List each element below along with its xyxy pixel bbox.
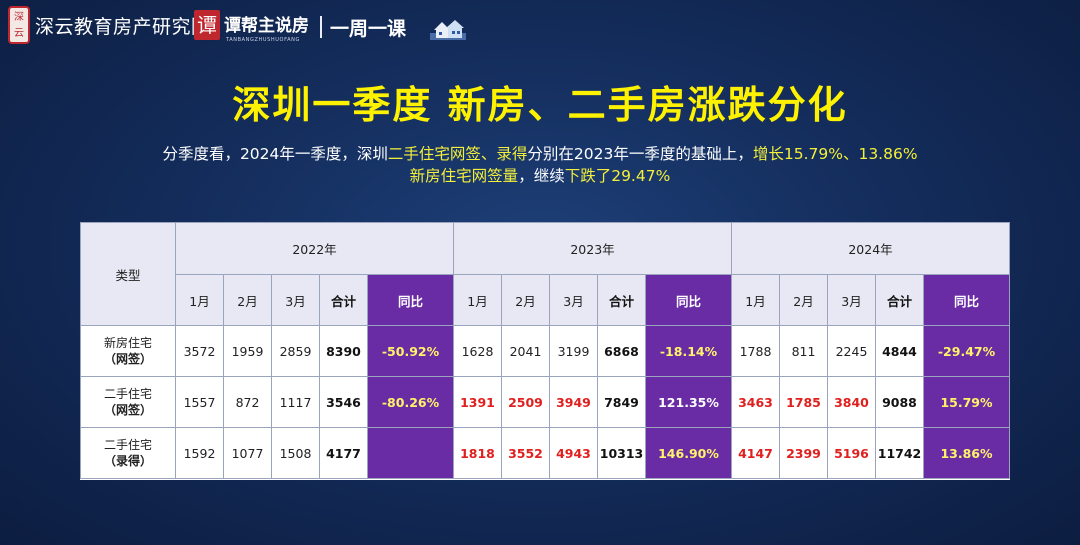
table-row: 新房住宅 （网签） 3572 1959 2859 8390 -50.92% 162…	[80, 325, 1010, 377]
house-icon	[430, 20, 466, 40]
row-label-sub: （网签）	[103, 352, 152, 366]
yoy-cell: -50.92%	[367, 325, 454, 377]
month-header: 2月	[501, 274, 550, 326]
table-cell: 2245	[827, 325, 876, 377]
total-cell: 9088	[875, 376, 924, 428]
yoy-header: 同比	[645, 274, 732, 326]
yoy-header: 同比	[923, 274, 1010, 326]
table-cell: 2509	[501, 376, 550, 428]
row-label-main: 二手住宅	[103, 438, 152, 452]
table-cell: 811	[779, 325, 828, 377]
table-cell: 3949	[549, 376, 598, 428]
row-label: 二手住宅 （录得）	[80, 427, 176, 479]
month-header: 1月	[731, 274, 780, 326]
table-cell: 2041	[501, 325, 550, 377]
total-header: 合计	[597, 274, 646, 326]
row-label-sub: （网签）	[103, 403, 152, 417]
yoy-cell: 13.86%	[923, 427, 1010, 479]
month-header-row: 1月 2月 3月 合计 同比 1月 2月 3月 合计 同比 1月 2月 3月 合…	[81, 274, 1010, 326]
total-cell: 3546	[319, 376, 368, 428]
month-header: 3月	[271, 274, 320, 326]
yoy-cell: -18.14%	[645, 325, 732, 377]
row-label-sub: （录得）	[103, 454, 152, 468]
table-cell: 1959	[223, 325, 272, 377]
housing-data-table: 类型 2022年 2023年 2024年 1月 2月 3月 合计 同比 1月 2…	[80, 222, 1010, 479]
table-cell: 3552	[501, 427, 550, 479]
total-cell: 4844	[875, 325, 924, 377]
table-cell: 3463	[731, 376, 780, 428]
table-cell: 1557	[175, 376, 224, 428]
yoy-cell: 15.79%	[923, 376, 1010, 428]
total-header: 合计	[319, 274, 368, 326]
month-header: 2月	[779, 274, 828, 326]
total-cell: 7849	[597, 376, 646, 428]
row-label: 新房住宅 （网签）	[80, 325, 176, 377]
year-header: 2024年	[731, 222, 1010, 275]
row-label-main: 二手住宅	[103, 387, 152, 401]
table-cell: 1592	[175, 427, 224, 479]
yoy-cell: -80.26%	[367, 376, 454, 428]
subtitle-highlight: 下跌了29.47%	[564, 167, 671, 185]
table-cell: 1785	[779, 376, 828, 428]
subtitle-highlight: 新房住宅网签量	[409, 167, 519, 185]
series-name: 一周一课	[330, 18, 407, 40]
year-header: 2022年	[175, 222, 454, 275]
subtitle-text: ，继续	[518, 167, 565, 185]
table-row: 二手住宅 （录得） 1592 1077 1508 4177 1818 3552 4…	[80, 427, 1010, 479]
total-cell: 8390	[319, 325, 368, 377]
table-cell: 3840	[827, 376, 876, 428]
table-cell: 1117	[271, 376, 320, 428]
page-title: 深圳一季度 新房、二手房涨跌分化	[232, 83, 848, 127]
table-row: 二手住宅 （网签） 1557 872 1117 3546 -80.26% 1391…	[80, 376, 1010, 428]
month-header: 1月	[175, 274, 224, 326]
subtitle-line-2: 新房住宅网签量，继续下跌了29.47%	[0, 164, 1080, 186]
table-cell: 4147	[731, 427, 780, 479]
yoy-cell: 121.35%	[645, 376, 732, 428]
total-header: 合计	[875, 274, 924, 326]
total-cell: 6868	[597, 325, 646, 377]
table-cell: 2399	[779, 427, 828, 479]
yoy-header: 同比	[367, 274, 454, 326]
table-cell: 1818	[453, 427, 502, 479]
table-cell: 1628	[453, 325, 502, 377]
table-cell: 2859	[271, 325, 320, 377]
total-cell: 10313	[597, 427, 646, 479]
table-cell: 872	[223, 376, 272, 428]
seal-logo: 深云	[8, 6, 30, 44]
row-label-main: 新房住宅	[103, 336, 152, 350]
month-header: 2月	[223, 274, 272, 326]
month-header: 1月	[453, 274, 502, 326]
table-cell: 1391	[453, 376, 502, 428]
total-cell: 11742	[875, 427, 924, 479]
data-table-container: 类型 2022年 2023年 2024年 1月 2月 3月 合计 同比 1月 2…	[80, 222, 1010, 480]
table-cell: 4943	[549, 427, 598, 479]
subtitle-line-1: 分季度看，2024年一季度，深圳二手住宅网签、录得分别在2023年一季度的基础上…	[0, 142, 1080, 164]
table-cell: 3572	[175, 325, 224, 377]
month-header: 3月	[549, 274, 598, 326]
subtitle-highlight: 增长15.79%、13.86%	[752, 145, 918, 163]
brand-name: 谭帮主说房	[224, 16, 309, 36]
month-header: 3月	[827, 274, 876, 326]
year-header-row: 类型 2022年 2023年 2024年	[80, 222, 1010, 326]
header-bar: 深云 深云教育房产研究院 谭 谭帮主说房 TANBANGZHUSHUOFANG …	[0, 0, 1080, 52]
yoy-cell: -29.47%	[923, 325, 1010, 377]
brand-subtitle: TANBANGZHUSHUOFANG	[226, 37, 300, 43]
table-cell: 1788	[731, 325, 780, 377]
table-cell: 1508	[271, 427, 320, 479]
row-label: 二手住宅 （网签）	[80, 376, 176, 428]
org-name: 深云教育房产研究院	[35, 16, 211, 38]
subtitle-highlight: 二手住宅网签、录得	[387, 145, 528, 163]
table-cell: 5196	[827, 427, 876, 479]
yoy-cell: 146.90%	[645, 427, 732, 479]
table-cell: 3199	[549, 325, 598, 377]
yoy-cell-empty	[367, 427, 454, 479]
total-cell: 4177	[319, 427, 368, 479]
type-header: 类型	[80, 222, 176, 326]
subtitle-text: 分季度看，2024年一季度，深圳	[162, 145, 388, 163]
subtitle-text: 分别在2023年一季度的基础上，	[527, 145, 753, 163]
header-divider	[320, 16, 322, 38]
year-header: 2023年	[453, 222, 732, 275]
brand-seal-logo: 谭	[194, 10, 220, 40]
table-cell: 1077	[223, 427, 272, 479]
